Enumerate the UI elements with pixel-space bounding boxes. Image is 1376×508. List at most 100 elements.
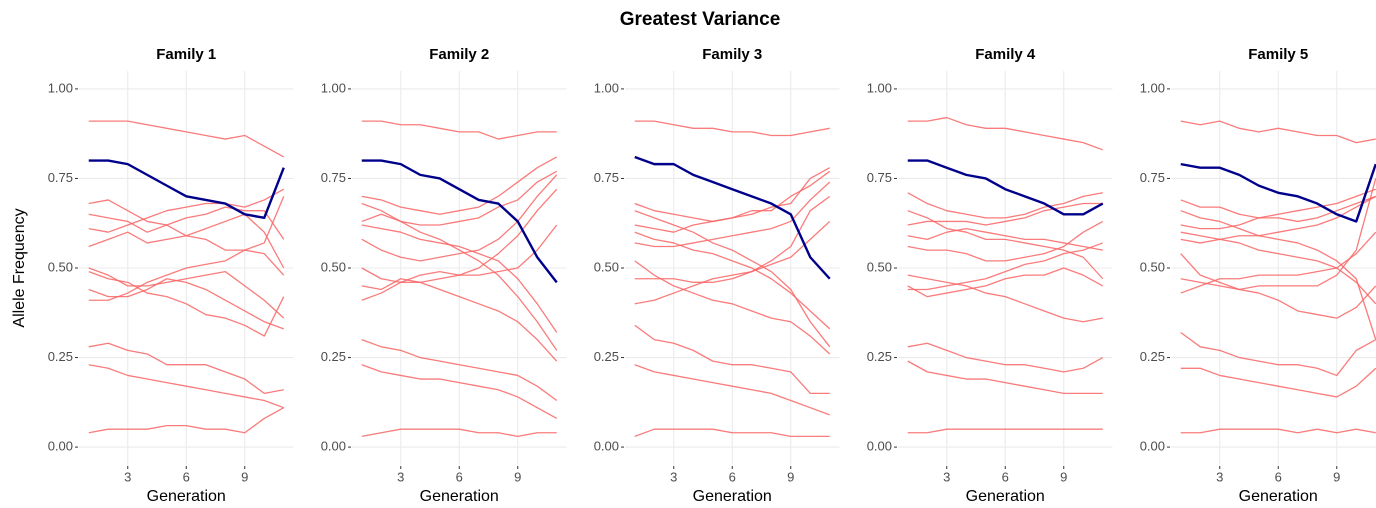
series-line bbox=[361, 174, 558, 262]
figure-title: Greatest Variance bbox=[620, 9, 781, 30]
series-line bbox=[1180, 331, 1376, 377]
panel: Family 4 0.00 0.25 0.50 0.75 1.00 3 6 9 Generatio… bbox=[867, 46, 1113, 505]
x-tick-label: 3 bbox=[670, 469, 677, 484]
series-line bbox=[1180, 253, 1376, 319]
series-line bbox=[634, 260, 831, 355]
series-line bbox=[88, 249, 285, 301]
y-tick-label: 1.00 bbox=[321, 80, 346, 95]
series-line bbox=[1180, 231, 1376, 294]
y-tick-label: 0.50 bbox=[867, 259, 892, 274]
series-line bbox=[1180, 231, 1376, 305]
y-tick-label: 0.75 bbox=[867, 170, 892, 185]
series-line bbox=[361, 224, 558, 333]
series-line bbox=[907, 202, 1103, 226]
y-tick-label: 0.50 bbox=[48, 259, 73, 274]
series-line bbox=[361, 159, 558, 284]
series-line bbox=[88, 342, 284, 395]
series-line bbox=[634, 324, 830, 395]
series-line bbox=[634, 231, 831, 330]
x-tick-label: 3 bbox=[1216, 469, 1223, 484]
series-line bbox=[634, 181, 831, 248]
y-tick-label: 0.25 bbox=[48, 349, 73, 364]
series-line bbox=[88, 213, 285, 269]
series-line bbox=[634, 155, 831, 280]
series-line bbox=[88, 188, 285, 233]
y-tick-label: 0.50 bbox=[594, 259, 619, 274]
y-tick-label: 0.75 bbox=[594, 170, 619, 185]
series-line bbox=[634, 428, 830, 437]
panel: Family 2 0.00 0.25 0.50 0.75 1.00 3 6 9 Generatio… bbox=[321, 46, 567, 505]
panel-title: Family 4 bbox=[975, 46, 1036, 63]
y-tick-label: 1.00 bbox=[867, 80, 892, 95]
series-line bbox=[634, 210, 831, 348]
series-line bbox=[361, 339, 558, 402]
series-line bbox=[88, 159, 285, 220]
x-tick-label: 6 bbox=[1275, 469, 1282, 484]
panel-title: Family 2 bbox=[429, 46, 489, 63]
panel: Family 3 0.00 0.25 0.50 0.75 1.00 3 6 9 Generatio… bbox=[594, 46, 840, 505]
series-line bbox=[634, 220, 831, 305]
y-tick-label: 0.50 bbox=[1140, 259, 1165, 274]
series-line bbox=[88, 364, 284, 409]
x-tick-label: 6 bbox=[729, 469, 736, 484]
y-tick-label: 0.25 bbox=[867, 349, 892, 364]
x-tick-label: 9 bbox=[1060, 469, 1067, 484]
series-line bbox=[634, 364, 830, 416]
series-line bbox=[907, 227, 1103, 251]
series-line bbox=[634, 195, 831, 283]
x-tick-label: 6 bbox=[1002, 469, 1009, 484]
series-line bbox=[907, 342, 1104, 373]
series-line bbox=[1180, 120, 1376, 144]
x-tick-label: 3 bbox=[124, 469, 131, 484]
panel: Family 5 0.00 0.25 0.50 0.75 1.00 3 6 9 Generatio… bbox=[1140, 46, 1376, 505]
series-line bbox=[907, 210, 1104, 280]
series-line bbox=[907, 274, 1103, 323]
series-line bbox=[361, 202, 558, 351]
x-tick-label: 3 bbox=[943, 469, 950, 484]
y-tick-label: 0.25 bbox=[1140, 349, 1165, 364]
series-line bbox=[361, 278, 558, 362]
y-tick-label: 0.75 bbox=[1140, 170, 1165, 185]
series-line bbox=[88, 267, 285, 319]
series-line bbox=[634, 170, 831, 233]
x-axis-label: Generation bbox=[420, 488, 499, 505]
y-tick-label: 1.00 bbox=[594, 80, 619, 95]
series-line bbox=[907, 192, 1103, 219]
x-axis-label: Generation bbox=[693, 488, 772, 505]
y-tick-label: 0.25 bbox=[321, 349, 346, 364]
x-tick-label: 6 bbox=[183, 469, 190, 484]
y-tick-label: 0.75 bbox=[321, 170, 346, 185]
series-line bbox=[1180, 162, 1376, 223]
x-tick-label: 9 bbox=[787, 469, 794, 484]
y-tick-label: 0.00 bbox=[1140, 439, 1165, 454]
series-line bbox=[907, 267, 1104, 298]
panel-title: Family 5 bbox=[1248, 46, 1308, 63]
panel-title: Family 3 bbox=[702, 46, 762, 63]
y-tick-label: 0.00 bbox=[867, 439, 892, 454]
x-tick-label: 3 bbox=[397, 469, 404, 484]
series-line bbox=[88, 278, 284, 330]
x-tick-label: 9 bbox=[514, 469, 521, 484]
y-tick-label: 0.00 bbox=[594, 439, 619, 454]
x-tick-label: 6 bbox=[456, 469, 463, 484]
series-line bbox=[361, 170, 558, 226]
x-axis-label: Generation bbox=[147, 488, 226, 505]
x-axis-label: Generation bbox=[1239, 488, 1318, 505]
series-line bbox=[88, 270, 285, 337]
series-line bbox=[1180, 367, 1376, 398]
panel-title: Family 1 bbox=[156, 46, 216, 63]
series-line bbox=[361, 224, 558, 301]
panel: Family 1 0.00 0.25 0.50 0.75 1.00 3 6 9 Generatio… bbox=[48, 46, 294, 505]
series-line bbox=[1180, 210, 1376, 340]
x-tick-label: 9 bbox=[1333, 469, 1340, 484]
series-line bbox=[907, 159, 1104, 216]
y-tick-label: 0.75 bbox=[48, 170, 73, 185]
series-line bbox=[88, 120, 285, 158]
series-line bbox=[907, 360, 1103, 395]
series-line bbox=[907, 428, 1103, 434]
x-tick-label: 9 bbox=[241, 469, 248, 484]
x-axis-label: Generation bbox=[966, 488, 1045, 505]
y-tick-label: 0.00 bbox=[48, 439, 73, 454]
